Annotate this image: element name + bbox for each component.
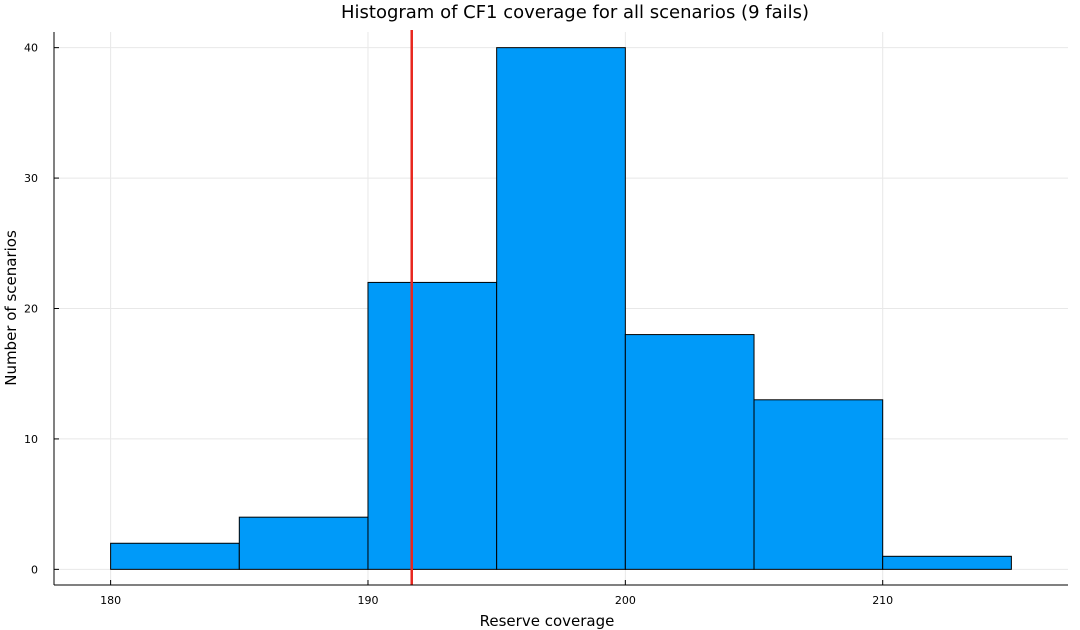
histogram-bar bbox=[110, 542, 240, 570]
axes bbox=[53, 32, 1068, 586]
y-tick-label: 10 bbox=[24, 433, 38, 446]
x-tick-label: 190 bbox=[357, 594, 378, 607]
y-axis-label: Number of scenarios bbox=[2, 230, 20, 386]
x-axis-label: Reserve coverage bbox=[480, 612, 615, 630]
x-tick-label: 180 bbox=[100, 594, 121, 607]
x-tick-label: 210 bbox=[872, 594, 893, 607]
histogram-bar bbox=[496, 47, 626, 570]
histogram-bars bbox=[110, 47, 1012, 570]
histogram-bar bbox=[238, 516, 369, 570]
histogram-bar bbox=[753, 399, 884, 570]
y-tick-label: 30 bbox=[24, 172, 38, 185]
x-tick-label: 200 bbox=[615, 594, 636, 607]
chart-title: Histogram of CF1 coverage for all scenar… bbox=[341, 2, 809, 23]
histogram-bar bbox=[882, 555, 1012, 570]
tick-labels: 180 190 200 210 0 10 20 30 40 bbox=[24, 42, 893, 607]
y-tick-label: 40 bbox=[24, 42, 38, 55]
y-tick-label: 0 bbox=[31, 563, 38, 576]
histogram-bar bbox=[624, 334, 755, 570]
histogram-bar bbox=[367, 281, 498, 570]
y-tick-label: 20 bbox=[24, 303, 38, 316]
